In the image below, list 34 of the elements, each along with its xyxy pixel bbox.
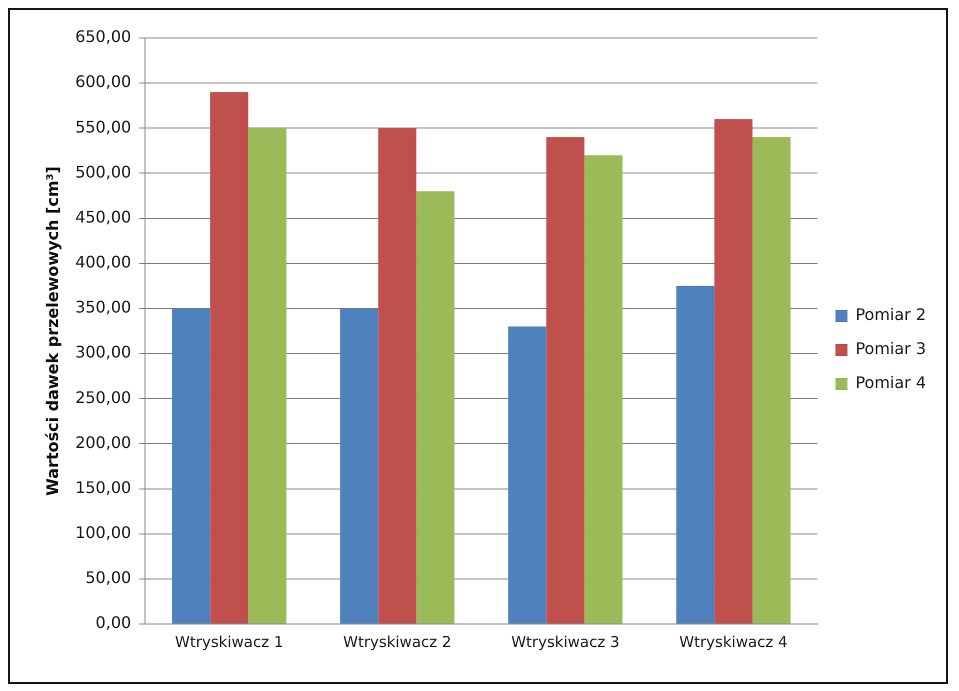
- x-tick-label: Wtryskiwacz 1: [175, 632, 284, 651]
- y-tick-label: 600,00: [75, 72, 132, 92]
- y-tick-label: 300,00: [75, 342, 132, 362]
- y-tick-label: 550,00: [75, 117, 132, 136]
- y-tick-label: 400,00: [75, 252, 132, 272]
- y-tick-label: 250,00: [75, 388, 132, 407]
- x-tick-label: Wtryskiwacz 2: [343, 632, 452, 651]
- y-axis-title: Wartości dawek przelewowych [cm³]: [42, 166, 62, 496]
- bar: [584, 155, 622, 624]
- x-tick-label: Wtryskiwacz 3: [511, 632, 620, 651]
- bar: [416, 191, 454, 624]
- bar: [508, 326, 546, 624]
- bar: [546, 137, 584, 624]
- bar: [378, 128, 416, 624]
- y-tick-label: 350,00: [75, 298, 132, 317]
- bar: [172, 308, 210, 624]
- y-tick-label: 200,00: [75, 432, 132, 452]
- bar: [340, 308, 378, 624]
- legend-label: Pomiar 3: [855, 339, 926, 358]
- y-tick-label: 450,00: [75, 207, 132, 226]
- y-tick-label: 650,00: [75, 27, 132, 46]
- y-tick-label: 50,00: [85, 568, 132, 588]
- bar: [210, 92, 248, 624]
- bar: [752, 137, 791, 624]
- legend-label: Pomiar 2: [855, 305, 926, 324]
- bar: [248, 128, 286, 624]
- y-tick-label: 500,00: [75, 162, 132, 182]
- y-tick-label: 0,00: [96, 613, 132, 632]
- y-tick-label: 150,00: [75, 478, 132, 497]
- bar: [714, 119, 752, 624]
- x-tick-label: Wtryskiwacz 4: [679, 632, 788, 651]
- bar: [676, 286, 714, 624]
- y-tick-label: 100,00: [75, 523, 132, 542]
- legend-label: Pomiar 4: [855, 373, 926, 392]
